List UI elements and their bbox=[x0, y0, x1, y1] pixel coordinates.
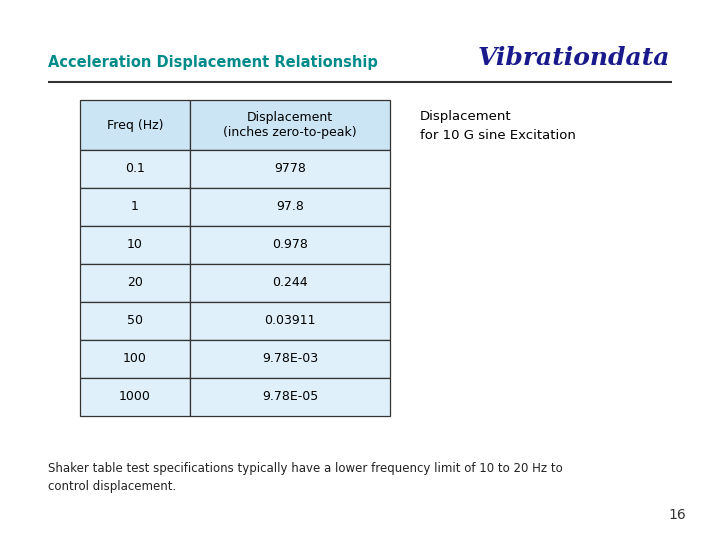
Bar bbox=[80, 264, 190, 302]
Bar bbox=[80, 188, 190, 226]
Bar bbox=[190, 100, 390, 150]
Text: 50: 50 bbox=[127, 314, 143, 327]
Text: 10: 10 bbox=[127, 239, 143, 252]
Bar bbox=[190, 302, 390, 340]
Bar bbox=[80, 302, 190, 340]
Bar bbox=[190, 264, 390, 302]
Bar bbox=[80, 340, 190, 378]
Bar bbox=[190, 150, 390, 188]
Bar bbox=[190, 188, 390, 226]
Bar bbox=[80, 100, 190, 150]
Bar bbox=[190, 226, 390, 264]
Text: 100: 100 bbox=[123, 353, 147, 366]
Text: Displacement
(inches zero-to-peak): Displacement (inches zero-to-peak) bbox=[223, 111, 357, 139]
Text: 9.78E-03: 9.78E-03 bbox=[262, 353, 318, 366]
Text: 1000: 1000 bbox=[119, 390, 151, 403]
Text: 20: 20 bbox=[127, 276, 143, 289]
Text: Vibrationdata: Vibrationdata bbox=[477, 46, 670, 70]
Text: Displacement
for 10 G sine Excitation: Displacement for 10 G sine Excitation bbox=[420, 110, 576, 142]
Bar bbox=[80, 378, 190, 416]
Bar bbox=[190, 340, 390, 378]
Text: 0.244: 0.244 bbox=[272, 276, 308, 289]
Text: 9778: 9778 bbox=[274, 163, 306, 176]
Bar bbox=[190, 378, 390, 416]
Text: 0.978: 0.978 bbox=[272, 239, 308, 252]
Text: Freq (Hz): Freq (Hz) bbox=[107, 118, 163, 132]
Text: 9.78E-05: 9.78E-05 bbox=[262, 390, 318, 403]
Bar bbox=[80, 226, 190, 264]
Text: 16: 16 bbox=[668, 508, 686, 522]
Text: Acceleration Displacement Relationship: Acceleration Displacement Relationship bbox=[48, 55, 378, 70]
Text: 0.03911: 0.03911 bbox=[264, 314, 316, 327]
Text: 97.8: 97.8 bbox=[276, 200, 304, 213]
Text: 1: 1 bbox=[131, 200, 139, 213]
Text: 0.1: 0.1 bbox=[125, 163, 145, 176]
Bar bbox=[80, 150, 190, 188]
Text: Shaker table test specifications typically have a lower frequency limit of 10 to: Shaker table test specifications typical… bbox=[48, 462, 563, 493]
